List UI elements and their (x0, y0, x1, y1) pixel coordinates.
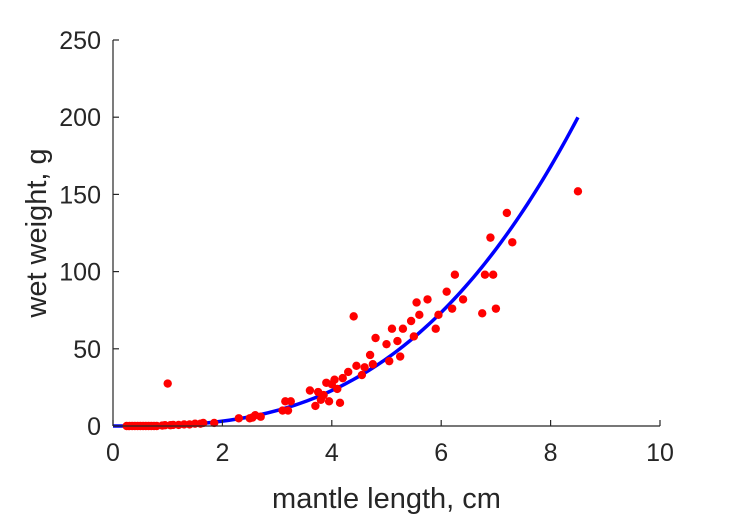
data-point (447, 304, 457, 313)
data-point (508, 238, 517, 247)
data-point (319, 390, 328, 400)
data-point (387, 324, 397, 333)
data-point (324, 397, 334, 406)
x-tick-label: 0 (106, 439, 120, 467)
data-point (382, 339, 391, 349)
data-point (330, 375, 339, 384)
data-point (305, 386, 315, 395)
data-point (502, 208, 512, 218)
data-point (385, 356, 394, 366)
data-point (480, 270, 490, 279)
data-point (333, 384, 342, 394)
data-point (335, 398, 345, 408)
data-point (450, 270, 460, 279)
x-tick-label: 10 (646, 439, 674, 467)
data-point (442, 287, 451, 296)
data-point (488, 270, 498, 279)
data-point (573, 187, 583, 196)
y-tick-label: 150 (59, 181, 101, 209)
data-point (434, 310, 443, 320)
x-ticks: 0 2 4 6 8 10 (106, 420, 674, 467)
data-point (423, 295, 432, 304)
data-point (234, 414, 244, 423)
data-point (338, 373, 347, 383)
data-point (412, 298, 421, 307)
y-tick-label: 250 (59, 27, 101, 55)
data-point (352, 361, 361, 370)
data-point (357, 370, 367, 380)
y-tick-label: 50 (73, 336, 101, 364)
data-point (395, 352, 405, 361)
data-point (209, 418, 219, 428)
y-tick-label: 0 (87, 413, 101, 441)
data-point (311, 401, 320, 411)
data-point (409, 332, 419, 341)
x-tick-label: 2 (215, 439, 229, 467)
y-ticks: 0 50 100 150 200 250 (59, 27, 119, 441)
data-point (431, 324, 440, 333)
data-point (491, 304, 501, 313)
y-tick-label: 200 (59, 104, 101, 132)
data-point (199, 418, 208, 428)
y-axis-title: wet weight, g (21, 148, 53, 318)
x-axis-title: mantle length, cm (272, 483, 501, 515)
data-point (406, 316, 416, 326)
y-tick-label: 100 (59, 259, 101, 287)
data-points-layer (122, 187, 583, 431)
data-point (368, 360, 378, 369)
data-point (256, 412, 265, 421)
data-point (365, 350, 375, 360)
data-point (286, 397, 295, 406)
data-point (393, 336, 402, 346)
x-tick-label: 4 (325, 439, 339, 467)
data-point (360, 363, 369, 372)
data-point (398, 324, 408, 333)
data-point (349, 312, 358, 321)
x-tick-label: 8 (544, 439, 558, 467)
data-point (283, 406, 293, 415)
data-point (163, 379, 172, 388)
data-point (344, 367, 353, 377)
data-point (371, 333, 380, 343)
data-point (458, 295, 468, 304)
data-point (415, 310, 424, 320)
axes (112, 40, 660, 427)
x-tick-label: 6 (434, 439, 448, 467)
data-point (486, 233, 495, 242)
data-point (478, 309, 487, 318)
